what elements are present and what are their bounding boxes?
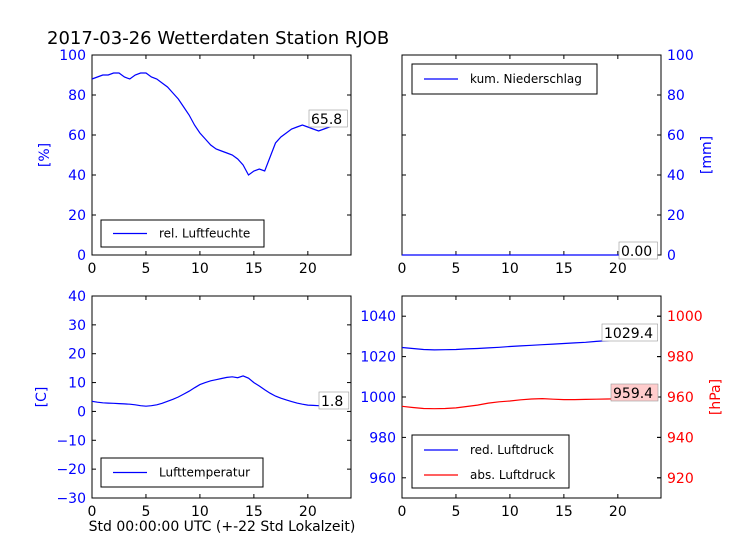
y-tick-label: 1040 [360, 309, 396, 325]
annotation-box [601, 323, 658, 342]
plot-frame [91, 295, 352, 499]
x-tick-label: 15 [245, 261, 263, 277]
y-tick-label-right: 60 [667, 128, 685, 144]
y-tick-label: 10 [68, 376, 86, 392]
plot-frame [91, 54, 352, 256]
x-tick-label: 10 [191, 504, 209, 520]
humidity-panel: 0 5 10 15 20 0 20 40 60 80 100 [%] 65.8 rel. Luftfeuc… [37, 48, 352, 277]
legend-box [411, 434, 570, 489]
x-tick-label: 0 [88, 261, 97, 277]
x-tick-label: 10 [501, 504, 519, 520]
temperature-panel: 0 5 10 15 20 −30 −20 −10 0 10 20 30 40 [C] 1.8 Lufttemp… [34, 289, 352, 520]
series-line [91, 375, 346, 407]
x-tick-label: 15 [555, 504, 573, 520]
y-tick-label-right: 0 [667, 248, 676, 264]
y-tick-label: −30 [56, 491, 86, 507]
figure-title: 2017-03-26 Wetterdaten Station RJOB [47, 28, 389, 49]
y-tick-label-right: 920 [667, 471, 694, 487]
y-tick-label-right: 960 [667, 390, 694, 406]
y-axis-label: [%] [37, 143, 53, 167]
y-tick-label: 0 [77, 404, 86, 420]
y-tick-label: 1020 [360, 350, 396, 366]
y-tick-label: 980 [369, 430, 396, 446]
y-tick-label-right: 940 [667, 430, 694, 446]
y-tick-label: 80 [68, 88, 86, 104]
annotation-label: 65.8 [311, 112, 342, 128]
x-tick-label: 20 [609, 504, 627, 520]
y-tick-label: −20 [56, 462, 86, 478]
y-tick-label-right: 100 [667, 48, 694, 64]
y-tick-label-right: 40 [667, 168, 685, 184]
annotation-label: 1029.4 [604, 326, 653, 342]
y-tick-label-right: 980 [667, 350, 694, 366]
legend-label: rel. Luftfeuchte [159, 227, 250, 241]
annotation-box [308, 109, 348, 128]
x-tick-label: 15 [245, 504, 263, 520]
annotation-label: 1.8 [321, 394, 343, 410]
precipitation-panel: 0 5 10 15 20 0 20 40 60 80 100 [mm] 0.00 kum. Nieders… [398, 48, 715, 277]
legend-label: Lufttemperatur [159, 466, 250, 480]
x-tick-label: 20 [609, 261, 627, 277]
x-tick-label: 5 [451, 504, 460, 520]
y-tick-label: 1000 [360, 390, 396, 406]
legend-label: kum. Niederschlag [470, 72, 582, 86]
x-tick-label: 5 [451, 261, 460, 277]
y-tick-label: 60 [68, 128, 86, 144]
x-tick-label: 0 [398, 261, 407, 277]
figure-xlabel: Std 00:00:00 UTC (+-22 Std Lokalzeit) [89, 519, 356, 535]
x-tick-label: 5 [141, 261, 150, 277]
x-tick-label: 5 [141, 504, 150, 520]
x-tick-label: 10 [191, 261, 209, 277]
annotation-label: 959.4 [613, 386, 653, 402]
annotation-label: 0.00 [621, 244, 652, 260]
legend-label: red. Luftdruck [470, 443, 554, 457]
y-tick-label: 40 [68, 168, 86, 184]
annotation-box [610, 383, 659, 402]
y-tick-label-right: 1000 [667, 309, 703, 325]
y-axis-label: [hPa] [708, 379, 724, 415]
annotation-box [318, 391, 350, 410]
x-tick-label: 15 [555, 261, 573, 277]
y-tick-label: 20 [68, 347, 86, 363]
x-tick-label: 20 [299, 261, 317, 277]
series-line [91, 72, 346, 176]
y-axis-label: [C] [34, 387, 50, 408]
x-tick-label: 0 [398, 504, 407, 520]
pressure-panel: 0 5 10 15 20 960 980 1000 1020 1040 920 940 960 980 10… [360, 295, 724, 520]
y-tick-label: 20 [68, 208, 86, 224]
x-tick-label: 0 [88, 504, 97, 520]
y-tick-label: 30 [68, 318, 86, 334]
annotation-box [618, 241, 658, 260]
x-tick-label: 20 [299, 504, 317, 520]
y-tick-label: 0 [77, 248, 86, 264]
y-tick-label: 960 [369, 471, 396, 487]
y-tick-label-right: 20 [667, 208, 685, 224]
x-tick-label: 10 [501, 261, 519, 277]
y-tick-label: 40 [68, 289, 86, 305]
y-tick-label-right: 80 [667, 88, 685, 104]
y-tick-label: −10 [56, 433, 86, 449]
legend-label: abs. Luftdruck [470, 468, 555, 482]
y-axis-label: [mm] [699, 136, 715, 174]
y-tick-label: 100 [59, 48, 86, 64]
